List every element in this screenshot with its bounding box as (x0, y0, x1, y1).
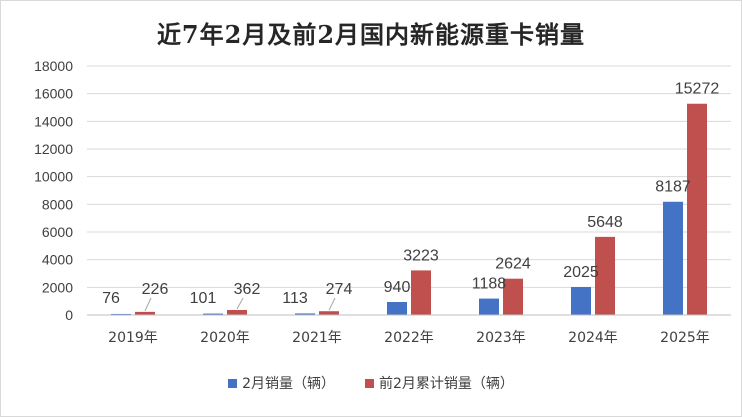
data-label-leader (328, 297, 336, 311)
x-tick-label: 2019年 (108, 330, 158, 346)
legend-label-series-1: 前2月累计销量（辆） (379, 376, 514, 392)
data-label-series-0: 940 (384, 279, 411, 296)
bar-series-0 (111, 313, 131, 315)
bar-series-1 (227, 309, 247, 315)
x-tick-label: 2024年 (568, 330, 618, 346)
data-label-series-0: 2025 (563, 264, 599, 281)
bar-series-1 (135, 311, 155, 315)
bar-series-1 (503, 278, 523, 315)
legend: 2月销量（辆） 前2月累计销量（辆） (1, 373, 741, 393)
y-tick-label: 12000 (34, 141, 73, 157)
axis-layer: 0 2000 4000 6000 8000 10000 12000 14000 16000 180… (34, 58, 731, 346)
x-tick-label: 2020年 (200, 330, 250, 346)
chart-title: 近7年2月及前2月国内新能源重卡销量 (156, 20, 586, 49)
data-label-leader (236, 297, 244, 310)
y-tick-label: 8000 (42, 196, 73, 212)
legend-swatch-series-1 (365, 378, 374, 388)
bar-series-0 (295, 313, 315, 315)
label-layer: 76 226 101 362 113 274 940 3223 1188 2624 2025 5648… (102, 81, 720, 312)
y-tick-label: 2000 (42, 279, 73, 295)
bar-series-0 (387, 301, 407, 315)
data-label-series-1: 2624 (495, 256, 531, 273)
data-label-series-0: 1188 (472, 276, 507, 293)
bar-series-1 (319, 311, 339, 315)
data-label-series-1: 5648 (587, 214, 623, 231)
data-label-leader (144, 297, 152, 312)
bar-series-0 (203, 313, 223, 315)
x-tick-label: 2023年 (476, 330, 526, 346)
legend-swatch-series-0 (228, 378, 238, 388)
y-tick-label: 6000 (42, 224, 73, 240)
bar-series-1 (595, 236, 615, 315)
legend-item-series-0: 2月销量（辆） (228, 373, 335, 393)
bar-series-0 (571, 286, 591, 315)
grid-layer (87, 65, 731, 288)
bar-series-1 (687, 103, 707, 315)
bar-layer (111, 103, 707, 315)
data-label-series-0: 113 (282, 290, 308, 307)
x-tick-label: 2025年 (660, 330, 710, 346)
data-label-series-0: 76 (102, 290, 120, 307)
data-label-series-1: 362 (234, 281, 261, 298)
y-tick-label: 18000 (34, 58, 73, 74)
data-label-series-1: 15272 (675, 81, 720, 98)
legend-label-series-0: 2月销量（辆） (242, 376, 335, 392)
y-tick-label: 4000 (42, 252, 73, 268)
x-tick-label: 2022年 (384, 330, 434, 346)
y-tick-label: 0 (65, 307, 73, 323)
data-label-series-1: 226 (142, 281, 169, 298)
data-label-series-0: 101 (190, 290, 217, 307)
legend-item-series-1: 前2月累计销量（辆） (365, 373, 514, 393)
y-tick-label: 14000 (34, 113, 73, 129)
data-label-series-1: 274 (326, 281, 353, 298)
data-label-series-1: 3223 (403, 247, 439, 264)
bar-series-0 (663, 201, 683, 315)
y-tick-label: 16000 (34, 86, 73, 102)
data-label-series-0: 8187 (655, 179, 691, 196)
y-tick-label: 10000 (34, 169, 73, 185)
bar-series-1 (411, 270, 431, 315)
bar-series-0 (479, 298, 499, 315)
x-tick-label: 2021年 (292, 330, 342, 346)
